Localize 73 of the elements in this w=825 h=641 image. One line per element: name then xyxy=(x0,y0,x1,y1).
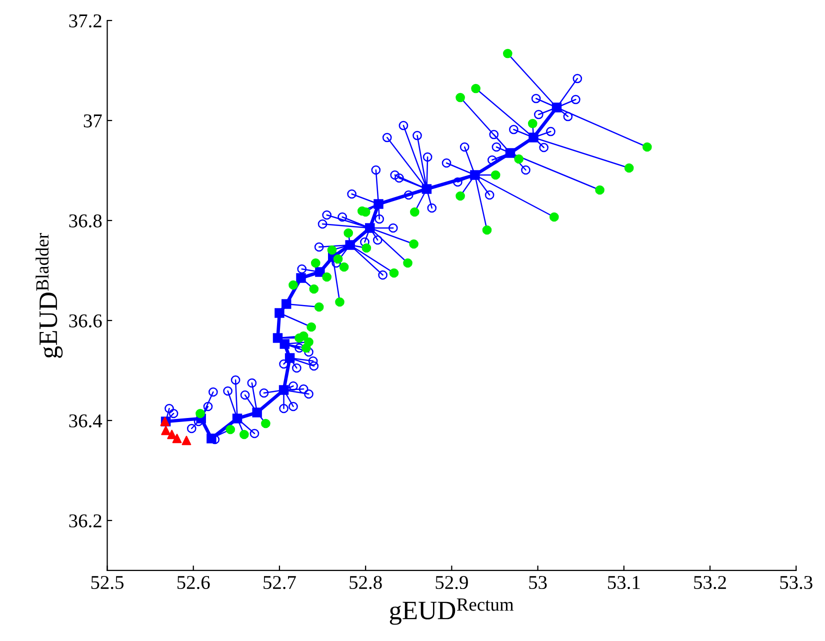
point xyxy=(281,299,292,309)
y-tick-label: 37.2 xyxy=(69,14,102,28)
point xyxy=(310,258,320,268)
point xyxy=(161,426,170,436)
point xyxy=(206,434,216,444)
point xyxy=(309,284,319,294)
point xyxy=(335,297,344,307)
point xyxy=(345,240,355,250)
x-tick-label: 52.6 xyxy=(177,576,210,590)
x-tick-label: 52.7 xyxy=(264,576,296,590)
point xyxy=(296,273,306,283)
y-axis-title: gEUD$^{Bladder}$ xyxy=(36,233,63,358)
point xyxy=(362,243,372,253)
point xyxy=(505,148,516,158)
point xyxy=(232,414,242,424)
point xyxy=(252,408,262,418)
point xyxy=(624,163,634,173)
point xyxy=(344,228,354,238)
y-tick-label: 36.8 xyxy=(69,214,102,228)
point xyxy=(422,184,432,194)
x-tick-label: 53 xyxy=(529,576,547,590)
y-tick-label: 37 xyxy=(84,114,102,128)
x-tick-label: 53.2 xyxy=(694,576,726,590)
point xyxy=(410,207,420,217)
point xyxy=(549,212,559,222)
point xyxy=(315,267,325,277)
point xyxy=(456,191,465,201)
y-tick-label: 36.2 xyxy=(69,514,102,528)
point xyxy=(403,258,412,268)
x-tick-label: 52.5 xyxy=(91,576,124,590)
point xyxy=(272,333,283,343)
point xyxy=(274,308,284,318)
y-tick-label: 36.4 xyxy=(69,414,102,428)
point xyxy=(528,132,538,142)
point xyxy=(490,170,500,180)
x-tick-label: 52.8 xyxy=(350,576,382,590)
point xyxy=(409,239,418,249)
point xyxy=(327,245,337,255)
point xyxy=(552,102,562,112)
point xyxy=(196,408,205,418)
x-tick-label: 53.3 xyxy=(780,576,812,590)
y-tick-label: 36.6 xyxy=(69,314,102,328)
point xyxy=(595,185,604,195)
point xyxy=(339,262,349,272)
point xyxy=(172,434,182,444)
point xyxy=(482,225,492,235)
point xyxy=(167,430,177,440)
point xyxy=(470,170,480,180)
point xyxy=(502,48,512,58)
point xyxy=(306,322,316,332)
point xyxy=(284,353,295,363)
point xyxy=(239,430,249,440)
point xyxy=(389,268,399,278)
point xyxy=(278,385,289,395)
x-tick-label: 53.1 xyxy=(608,576,640,590)
point xyxy=(288,280,298,290)
point xyxy=(301,343,311,353)
point xyxy=(226,424,236,434)
point xyxy=(642,142,652,152)
point xyxy=(261,418,270,428)
point xyxy=(322,272,332,282)
point xyxy=(374,199,384,209)
point xyxy=(182,436,192,446)
x-tick-label: 52.9 xyxy=(436,576,468,590)
point xyxy=(456,92,465,102)
point xyxy=(294,333,304,343)
point xyxy=(314,302,324,312)
point xyxy=(365,223,375,233)
point xyxy=(333,254,343,264)
point xyxy=(514,154,524,164)
point xyxy=(471,84,480,94)
point xyxy=(528,118,538,128)
x-axis-title: gEUD$^{Rectum}$ xyxy=(390,598,514,625)
